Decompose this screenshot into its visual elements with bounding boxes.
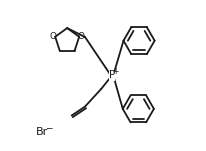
Text: −: − [44, 124, 52, 133]
Text: O: O [77, 32, 84, 41]
Text: Br: Br [36, 127, 48, 137]
Text: +: + [112, 67, 118, 76]
Text: P: P [108, 71, 114, 80]
Text: O: O [50, 32, 57, 41]
